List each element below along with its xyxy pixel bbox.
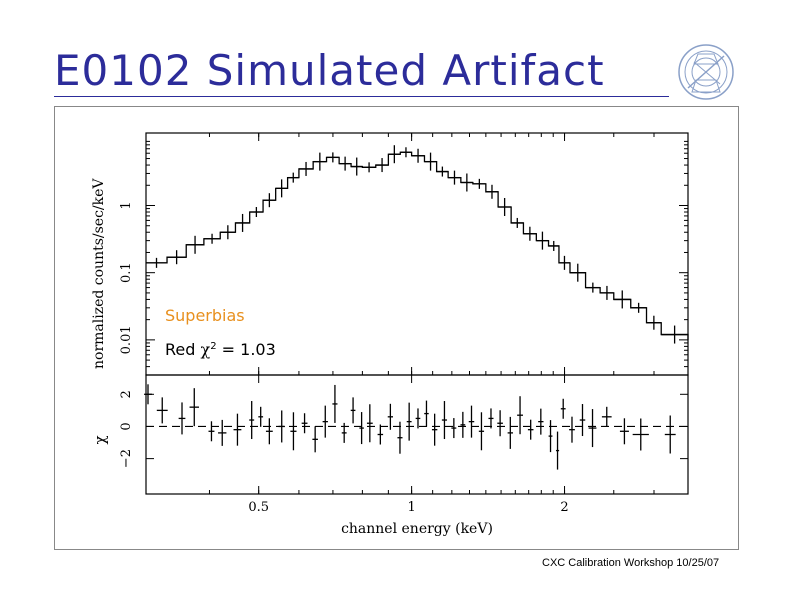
annotation-superbias: Superbias	[165, 306, 245, 325]
annotation-prefix: Red	[165, 340, 200, 359]
x-axis-label: channel energy (keV)	[341, 521, 493, 537]
x-tick-label: 2	[560, 500, 568, 515]
y-tick-label: 1	[119, 201, 134, 209]
residual-panel-frame	[145, 374, 689, 495]
y-tick-label: 0.1	[119, 262, 134, 283]
residual-y-axis-label: χ	[91, 435, 109, 444]
x-tick-label: 0.5	[248, 500, 269, 515]
slide-title: E0102 Simulated Artifact	[54, 46, 605, 95]
spectrum-panel-frame	[145, 132, 689, 376]
annotation-red-chi2: Red χ2 = 1.03	[165, 340, 276, 359]
title-underline	[54, 96, 669, 97]
spectrum-model-line	[146, 151, 689, 340]
x-tick-label: 1	[407, 500, 415, 515]
residual-panel: 0.5 1 2 −2 0 2	[119, 374, 689, 515]
y-tick-label: 0.01	[119, 325, 134, 354]
residual-y-tick-label: −2	[119, 449, 134, 468]
chandra-logo-icon	[678, 44, 734, 100]
footer-text: CXC Calibration Workshop 10/25/07	[542, 557, 720, 569]
residual-y-tick-label: 0	[119, 422, 134, 430]
spectrum-panel: 0.01 0.1 1	[119, 132, 689, 376]
chart-frame: 0.01 0.1 1 0.5 1 2 −2 0 2 channel energy (keV)…	[54, 106, 739, 550]
y-axis-label: normalized counts/sec/keV	[91, 178, 107, 369]
chi-symbol: χ	[200, 340, 210, 359]
residual-y-tick-label: 2	[119, 390, 134, 398]
chi-superscript: 2	[210, 341, 216, 352]
spectrum-chart: 0.01 0.1 1 0.5 1 2 −2 0 2 channel energy (keV)…	[91, 132, 689, 537]
annotation-suffix: = 1.03	[217, 340, 276, 359]
